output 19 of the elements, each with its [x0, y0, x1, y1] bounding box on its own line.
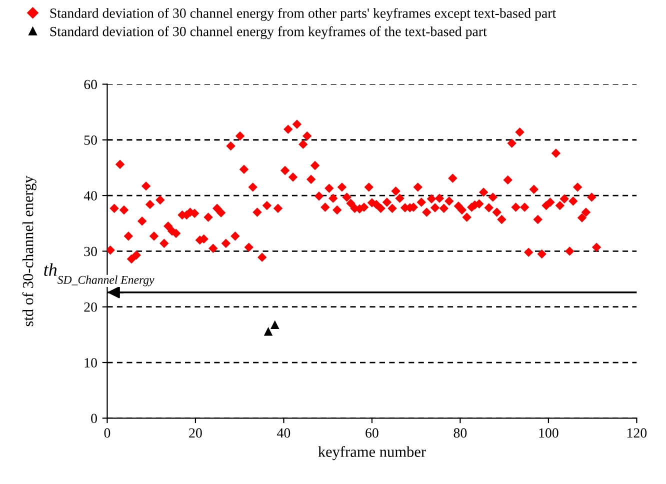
ref-line-label: thSD_Channel Energy	[44, 263, 154, 286]
legend-label: Standard deviation of 30 channel energy from other parts' keyframes except text-based part	[50, 8, 556, 21]
x-axis-title: keyframe number	[318, 446, 426, 460]
y-tick-label: 60	[84, 80, 97, 90]
x-tick-label: 100	[539, 428, 558, 438]
y-axis-title: std of 30-channel energy	[22, 176, 36, 326]
legend-label: Standard deviation of 30 channel energy from keyframes of the text-based part	[50, 26, 487, 40]
y-tick-label: 40	[84, 191, 97, 200]
y-tick-label: 20	[84, 302, 97, 312]
y-tick-label: 10	[84, 358, 97, 368]
x-tick-label: 60	[366, 428, 378, 438]
x-tick-label: 20	[189, 428, 202, 438]
x-tick-label: 40	[277, 428, 290, 438]
y-tick-label: 30	[84, 246, 97, 256]
y-tick-label: 50	[84, 135, 97, 145]
x-tick-label: 0	[104, 428, 110, 438]
x-tick-label: 80	[454, 428, 467, 438]
y-tick-label: 0	[91, 414, 97, 424]
x-tick-label: 120	[628, 428, 647, 438]
